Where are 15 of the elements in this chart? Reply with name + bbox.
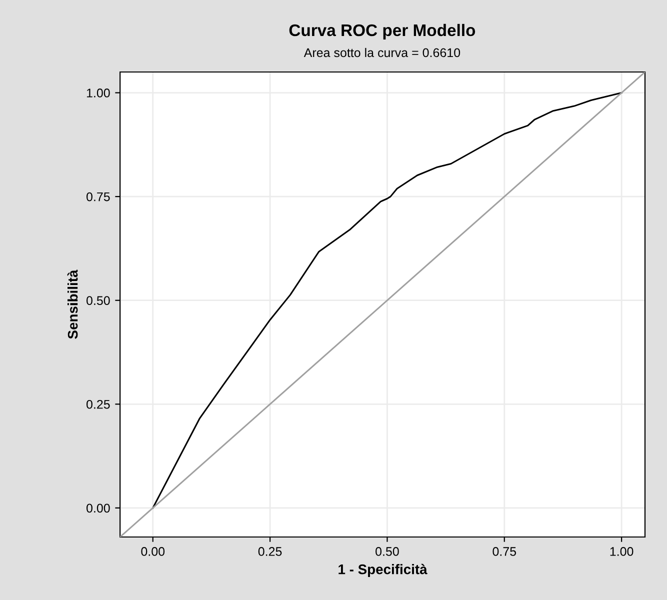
x-tick-label: 0.00: [141, 547, 165, 556]
x-tick-label: 0.25: [258, 547, 282, 556]
line-series: [152, 92, 622, 509]
chart-title: Curva ROC per Modello: [289, 24, 476, 40]
y-tick-label: 0.75: [86, 192, 110, 202]
x-tick-label: 0.50: [376, 547, 399, 556]
y-tick-label: 0.25: [86, 400, 110, 409]
y-tick-label: 0.50: [86, 296, 110, 305]
x-axis-title: 1 - Specificità: [338, 564, 428, 577]
y-tick-label: 1.00: [86, 88, 110, 98]
chart-subtitle: Area sotto la curva = 0.6610: [304, 48, 460, 58]
x-tick-label: 0.75: [492, 547, 516, 556]
y-axis-title: Sensibilità: [67, 270, 78, 339]
y-tick-label: 0.00: [86, 504, 110, 513]
x-tick-label: 1.00: [610, 547, 634, 556]
